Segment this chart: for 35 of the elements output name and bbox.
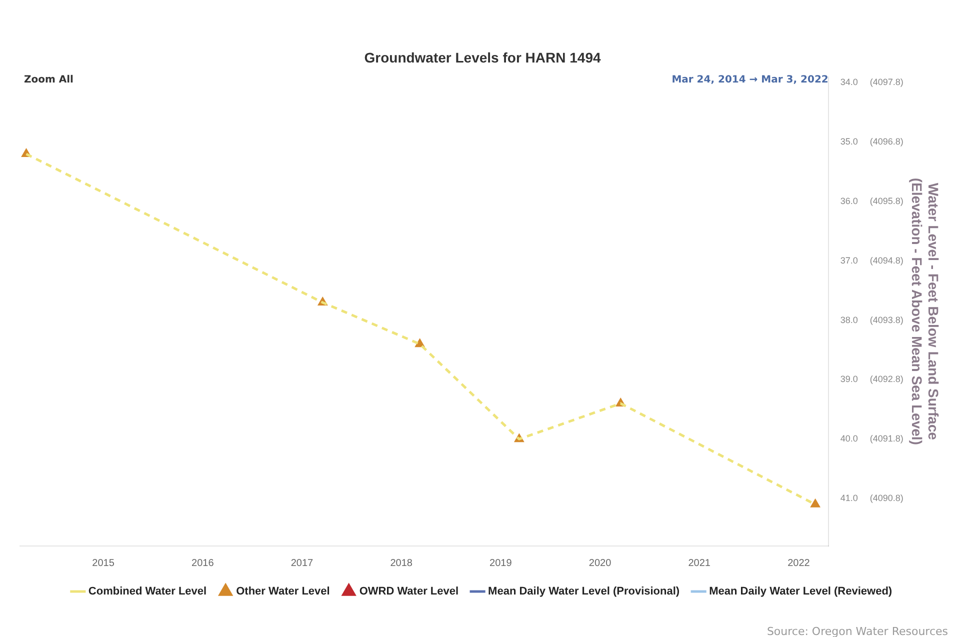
y-tick-label: 40.0	[840, 434, 858, 444]
y2-tick-label: (4095.8)	[870, 196, 904, 206]
x-tick-label: 2019	[490, 558, 512, 569]
x-tick-label: 2020	[588, 558, 612, 569]
point	[810, 498, 820, 508]
x-tick-label: 2022	[788, 558, 810, 569]
y2-axis-title: Water Level - Feet Below Land Surface (Elevation - Feet Above Mean Sea Level)	[908, 178, 942, 445]
y2-tick-label: (4090.8)	[870, 492, 904, 503]
y-tick-label: 35.0	[840, 136, 858, 147]
y-tick-label: 34.0	[840, 77, 858, 88]
x-tick-label: 2021	[688, 558, 711, 569]
x-tick-label: 2017	[290, 558, 314, 569]
y-tick-label: 37.0	[840, 255, 858, 266]
x-tick-label: 2015	[92, 558, 115, 569]
y2-tick-label: (4096.8)	[870, 136, 904, 147]
y2-tick-label: (4094.8)	[870, 255, 904, 266]
legend-label: Combined Water Level	[88, 586, 207, 598]
y-tick-label: 39.0	[840, 374, 858, 384]
legend-label: Mean Daily Water Level (Provisional)	[488, 586, 680, 598]
y-tick-label: 41.0	[840, 492, 858, 503]
annotation: Mar 24, 2014 → Mar 3, 2022	[672, 74, 828, 86]
y2-tick-label: (4093.8)	[870, 314, 904, 325]
y-tick-label: 36.0	[840, 196, 858, 206]
y2-tick-label: (4092.8)	[870, 374, 904, 384]
y-tick-label: 38.0	[840, 314, 858, 325]
source-note: Source: Oregon Water Resources	[766, 624, 948, 637]
x-tick-label: 2018	[390, 558, 413, 569]
chart-title: Groundwater Levels for HARN 1494	[364, 49, 601, 66]
x-tick-label: 2016	[192, 558, 214, 569]
legend-label: OWRD Water Level	[359, 586, 459, 598]
y2-tick-label: (4091.8)	[870, 434, 904, 444]
legend-label: Other Water Level	[236, 586, 330, 598]
annotation: Zoom All	[24, 74, 74, 86]
y2-tick-label: (4097.8)	[870, 77, 904, 88]
legend-label: Mean Daily Water Level (Reviewed)	[709, 586, 892, 598]
